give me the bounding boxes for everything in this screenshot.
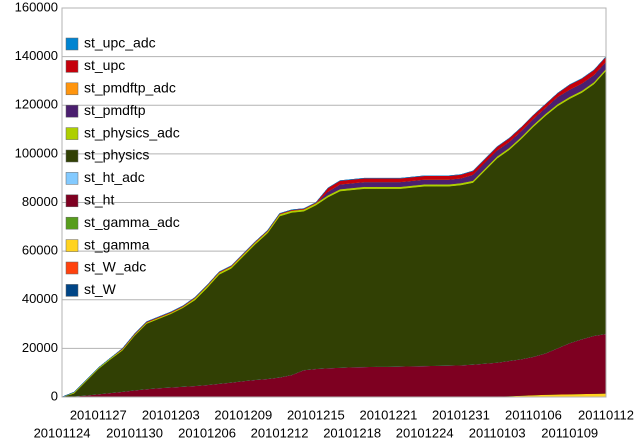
x-tick-label: 20101203 — [142, 407, 200, 422]
y-tick-label: 160000 — [15, 0, 58, 14]
legend-swatch — [65, 127, 79, 140]
y-tick-label: 120000 — [15, 97, 58, 112]
legend-label: st_upc_adc — [84, 35, 156, 51]
x-tick-label: 20101212 — [251, 425, 309, 440]
y-tick-label: 0 — [51, 388, 58, 403]
x-tick-label: 20110106 — [505, 407, 562, 422]
x-tick-label: 20110103 — [469, 425, 526, 440]
legend: st_W st_W_adc st_gamma st_gamma_adc st_ht st_… — [65, 35, 180, 297]
y-tick-label: 140000 — [15, 48, 58, 63]
plot-frame — [61, 7, 607, 398]
legend-swatch — [65, 149, 79, 163]
labels: 0 20000 40000 60000 80000 100000 120000 140000 1… — [15, 0, 634, 440]
legend-swatch — [65, 104, 79, 118]
legend-label: st_gamma_adc — [84, 214, 180, 230]
legend-label: st_W — [84, 281, 117, 297]
x-tick-label: 20101127 — [70, 407, 127, 422]
legend-label: st_pmdftp — [84, 102, 146, 118]
x-tick-label: 20101221 — [359, 407, 417, 422]
legend-label: st_pmdftp_adc — [84, 80, 176, 96]
legend-swatch — [65, 194, 79, 208]
legend-swatch — [65, 172, 79, 185]
legend-label: st_ht_adc — [84, 169, 145, 185]
legend-label: st_ht — [84, 192, 114, 208]
legend-swatch — [65, 37, 79, 51]
legend-swatch — [65, 239, 79, 252]
x-tick-label: 20110112 — [578, 407, 634, 422]
x-tick-label: 20101231 — [432, 407, 490, 422]
legend-swatch — [65, 216, 79, 230]
x-tick-label: 20101215 — [287, 407, 345, 422]
x-tick-label: 20101206 — [178, 425, 236, 440]
legend-swatch — [65, 82, 79, 96]
y-tick-label: 20000 — [22, 340, 58, 355]
legend-swatch — [65, 261, 79, 275]
x-tick-label: 20101124 — [34, 425, 91, 440]
legend-label: st_physics_adc — [84, 124, 180, 140]
y-tick-label: 60000 — [22, 243, 58, 258]
y-tick-label: 40000 — [22, 291, 58, 306]
legend-swatch — [65, 284, 79, 297]
x-tick-label: 20101130 — [106, 425, 163, 440]
y-tick-label: 80000 — [22, 194, 58, 209]
x-tick-label: 20110109 — [541, 425, 598, 440]
x-tick-label: 20101224 — [396, 425, 454, 440]
x-tick-label: 20101218 — [323, 425, 381, 440]
y-tick-label: 100000 — [15, 145, 58, 160]
legend-label: st_upc — [84, 57, 125, 73]
legend-label: st_physics — [84, 147, 149, 163]
x-tick-label: 20101209 — [214, 407, 272, 422]
legend-swatch — [65, 60, 79, 73]
legend-label: st_W_adc — [84, 259, 146, 275]
legend-label: st_gamma — [84, 236, 150, 252]
